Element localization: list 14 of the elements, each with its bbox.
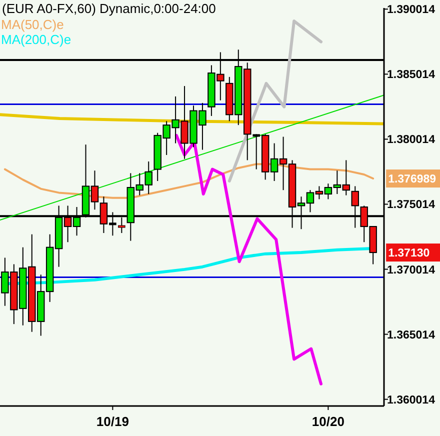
y-tick-label: 1.370014 [387,264,436,276]
annotation: 1.376989 [388,174,436,186]
annotation: 1.37130 [388,248,430,260]
x-tick-label: 10/19 [96,414,129,429]
y-tick-label: 1.360014 [387,394,436,406]
y-tick-label: 1.375014 [387,199,436,212]
y-tick-label: 1.365014 [387,329,436,342]
y-tick-label: 1.380014 [387,134,436,146]
chart-title: (EUR A0-FX,60) Dynamic,0:00-24:00 [2,1,216,16]
text: MA(50,C)e [1,17,64,32]
y-tick-label: 1.390014 [387,4,436,16]
text: MA(200,C)e [1,32,72,47]
x-tick-label: 10/20 [312,414,344,429]
y-tick-label: 1.385014 [387,69,436,82]
